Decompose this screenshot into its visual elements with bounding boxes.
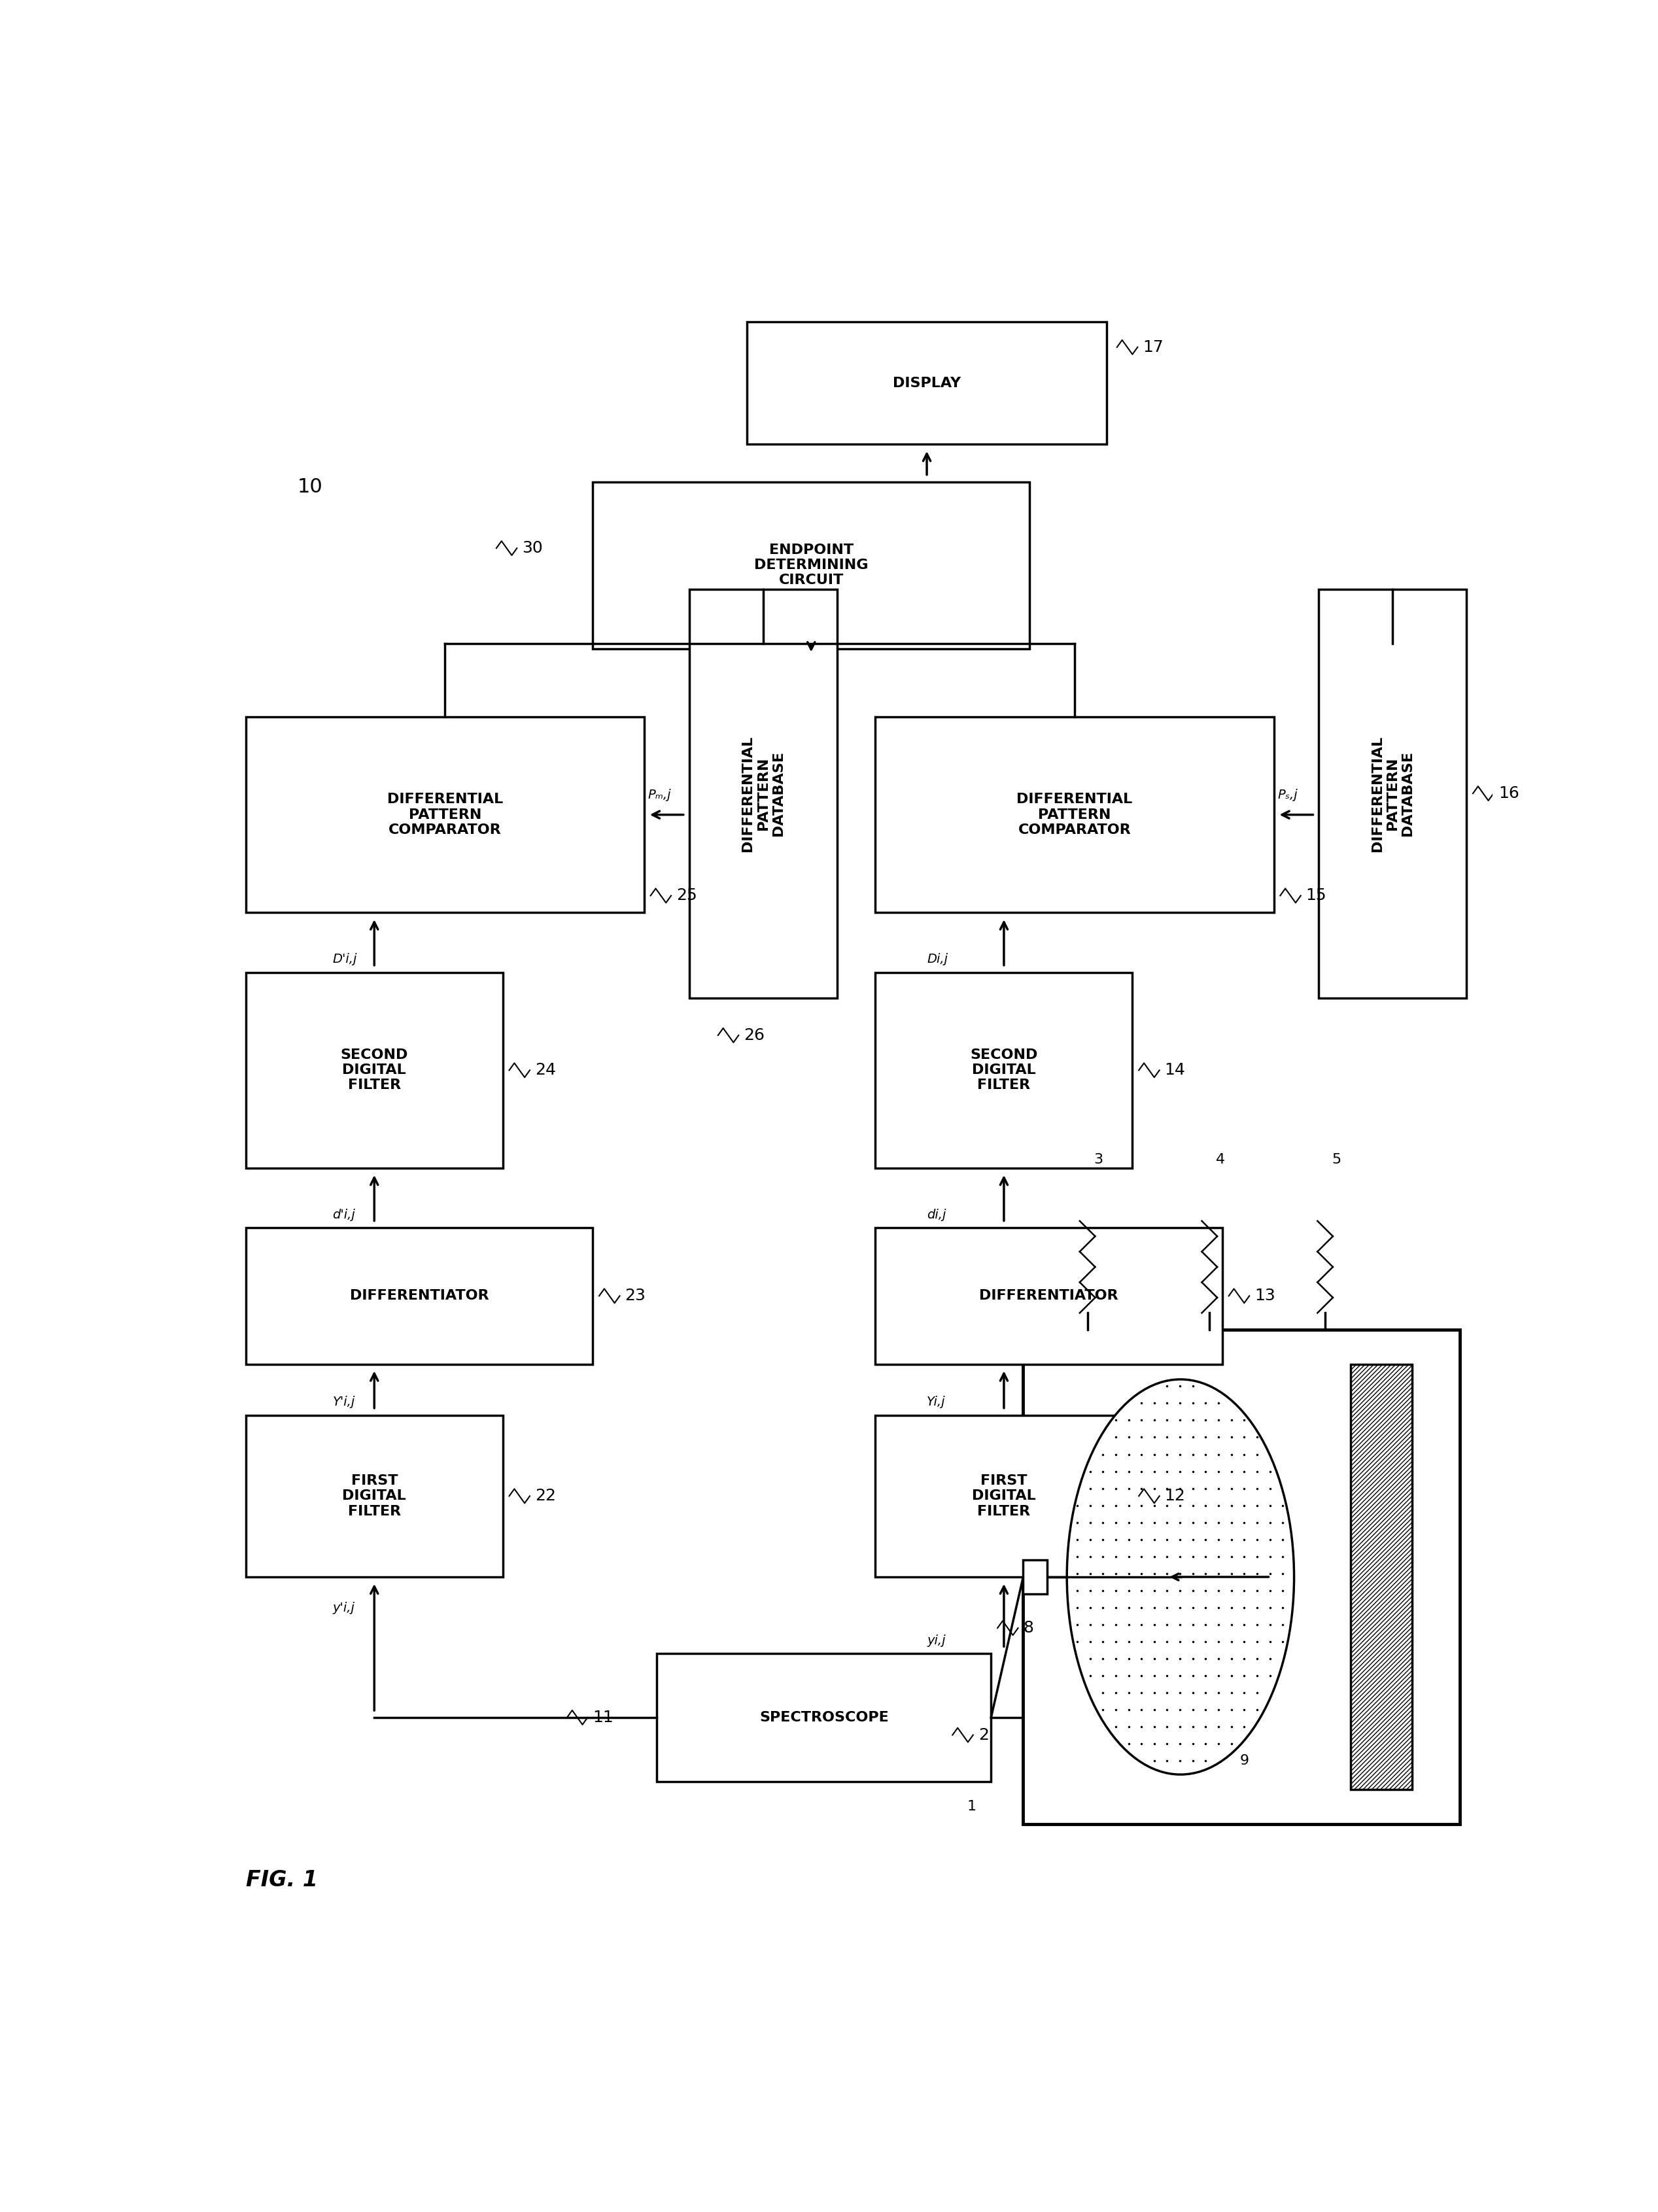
- Bar: [875, 717, 1273, 914]
- Text: y'i,j: y'i,j: [333, 1601, 355, 1615]
- Bar: [1351, 1365, 1413, 1790]
- Bar: [875, 1228, 1222, 1365]
- Text: yi,j: yi,j: [927, 1635, 945, 1646]
- Text: 3: 3: [1094, 1152, 1103, 1166]
- Text: DISPLAY: DISPLAY: [892, 376, 962, 389]
- Text: 4: 4: [1215, 1152, 1225, 1166]
- Text: 23: 23: [625, 1287, 645, 1303]
- Text: 25: 25: [676, 887, 696, 902]
- Bar: [1023, 1559, 1048, 1595]
- Text: FIG. 1: FIG. 1: [245, 1869, 318, 1891]
- Text: Yi,j: Yi,j: [927, 1396, 945, 1409]
- Text: di,j: di,j: [927, 1208, 947, 1221]
- Text: FIRST
DIGITAL
FILTER: FIRST DIGITAL FILTER: [972, 1475, 1036, 1517]
- Text: 30: 30: [522, 540, 542, 555]
- Text: 12: 12: [1164, 1489, 1185, 1504]
- Text: 8: 8: [1023, 1619, 1033, 1637]
- Text: SPECTROSCOPE: SPECTROSCOPE: [759, 1710, 889, 1723]
- Text: D'i,j: D'i,j: [333, 953, 356, 964]
- Text: 26: 26: [744, 1026, 764, 1044]
- Text: FIRST
DIGITAL
FILTER: FIRST DIGITAL FILTER: [342, 1475, 406, 1517]
- Text: Pₘ,j: Pₘ,j: [648, 790, 671, 801]
- Text: 13: 13: [1255, 1287, 1275, 1303]
- Text: SECOND
DIGITAL
FILTER: SECOND DIGITAL FILTER: [970, 1048, 1038, 1093]
- Bar: [875, 1416, 1132, 1577]
- Bar: [245, 1416, 502, 1577]
- Text: 14: 14: [1164, 1062, 1185, 1077]
- Text: 22: 22: [536, 1489, 555, 1504]
- Text: 16: 16: [1499, 785, 1519, 801]
- Text: DIFFERENTIAL
PATTERN
COMPARATOR: DIFFERENTIAL PATTERN COMPARATOR: [386, 794, 502, 836]
- Text: 11: 11: [594, 1710, 613, 1725]
- Text: DIFFERENTIAL
PATTERN
COMPARATOR: DIFFERENTIAL PATTERN COMPARATOR: [1016, 794, 1132, 836]
- Text: 10: 10: [297, 478, 323, 495]
- Bar: [245, 1228, 594, 1365]
- Text: ENDPOINT
DETERMINING
CIRCUIT: ENDPOINT DETERMINING CIRCUIT: [754, 544, 869, 586]
- Bar: [245, 973, 502, 1168]
- Text: DIFFERENTIAL
PATTERN
DATABASE: DIFFERENTIAL PATTERN DATABASE: [741, 734, 784, 852]
- Ellipse shape: [1066, 1380, 1293, 1774]
- Bar: [245, 717, 643, 914]
- Text: 1: 1: [967, 1801, 977, 1814]
- Text: DIFFERENTIATOR: DIFFERENTIATOR: [980, 1290, 1119, 1303]
- Text: 17: 17: [1142, 338, 1164, 356]
- Bar: [746, 321, 1106, 445]
- Bar: [594, 482, 1030, 648]
- Text: 15: 15: [1307, 887, 1326, 902]
- Text: 24: 24: [536, 1062, 555, 1077]
- Text: Di,j: Di,j: [927, 953, 948, 964]
- Text: Pₛ,j: Pₛ,j: [1278, 790, 1298, 801]
- Bar: [1318, 588, 1466, 998]
- Text: d'i,j: d'i,j: [333, 1208, 355, 1221]
- Text: 9: 9: [1240, 1754, 1250, 1767]
- Bar: [690, 588, 837, 998]
- Text: SECOND
DIGITAL
FILTER: SECOND DIGITAL FILTER: [340, 1048, 408, 1093]
- Bar: [657, 1655, 991, 1781]
- Text: Y'i,j: Y'i,j: [333, 1396, 355, 1409]
- Bar: [875, 973, 1132, 1168]
- Text: DIFFERENTIATOR: DIFFERENTIATOR: [350, 1290, 489, 1303]
- Text: DIFFERENTIAL
PATTERN
DATABASE: DIFFERENTIAL PATTERN DATABASE: [1371, 734, 1414, 852]
- Bar: [1023, 1329, 1461, 1825]
- Text: 5: 5: [1331, 1152, 1341, 1166]
- Text: 2: 2: [978, 1728, 988, 1743]
